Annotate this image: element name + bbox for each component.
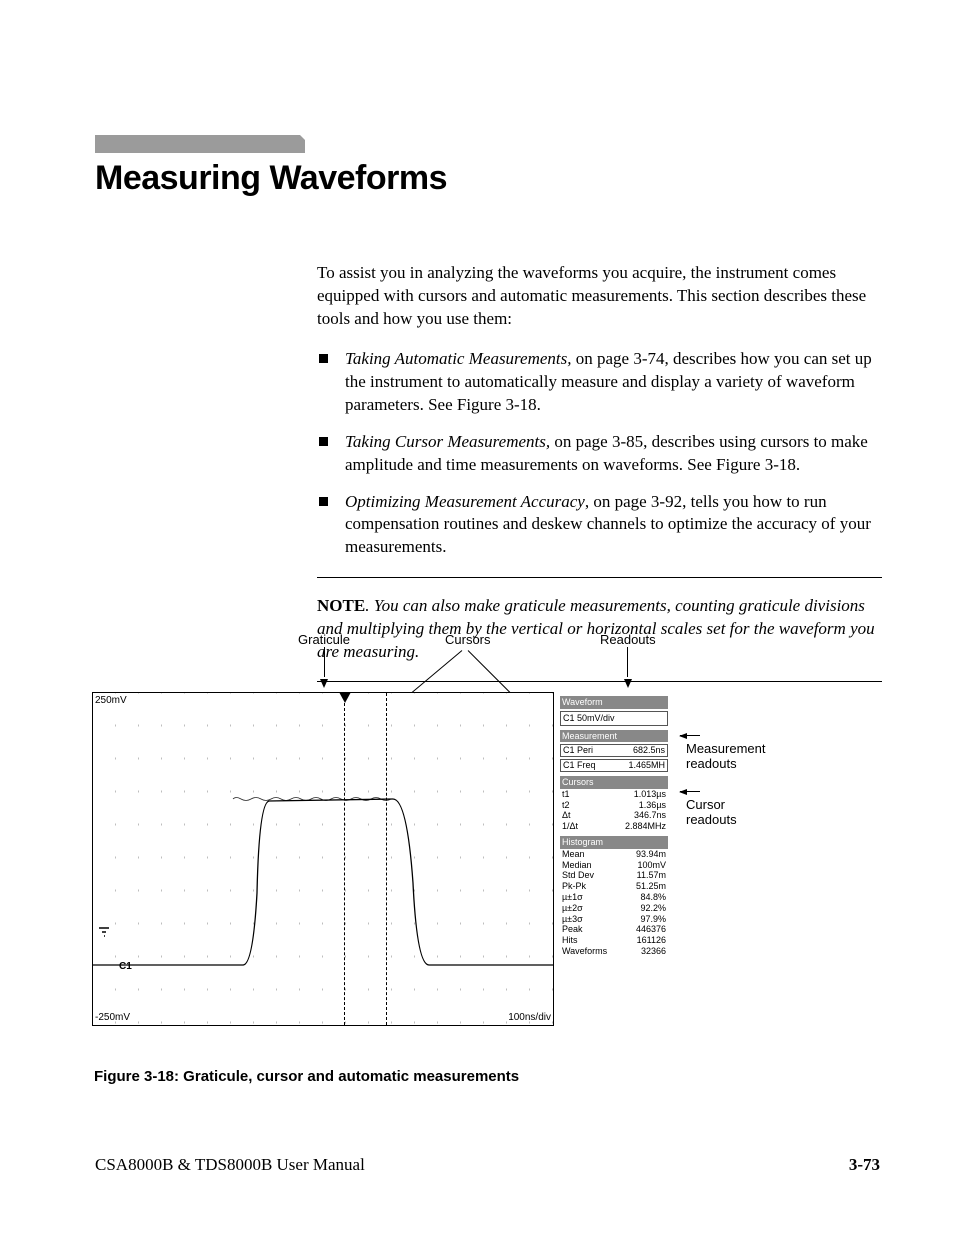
readout-row: 1/Δt2.884MHz <box>560 821 668 832</box>
readout-row: Waveforms32366 <box>560 946 668 957</box>
readout-row: C1 Freq1.465MH <box>560 759 668 772</box>
callout-measurement: Measurement readouts <box>686 742 765 772</box>
readout-row: µ±1σ84.8% <box>560 892 668 903</box>
readout-row: Std Dev11.57m <box>560 870 668 881</box>
readout-row: µ±2σ92.2% <box>560 903 668 914</box>
footer-page-number: 3-73 <box>849 1155 880 1175</box>
figure-caption: Figure 3-18: Graticule, cursor and autom… <box>94 1068 519 1085</box>
note-rule-top <box>317 577 882 578</box>
arrow-down-icon <box>624 679 632 688</box>
readout-header-histogram: Histogram <box>560 836 668 849</box>
readout-row: t11.013µs <box>560 789 668 800</box>
arrow-left-icon <box>680 735 700 736</box>
arrow-left-icon <box>680 791 700 792</box>
label-graticule: Graticule <box>298 632 350 647</box>
readout-row: Peak446376 <box>560 924 668 935</box>
readout-row: Mean93.94m <box>560 849 668 860</box>
bullet-item: Optimizing Measurement Accuracy, on page… <box>317 491 882 560</box>
bullet-item: Taking Automatic Measurements, on page 3… <box>317 348 882 417</box>
note-label: NOTE <box>317 596 365 615</box>
label-readouts: Readouts <box>600 632 656 647</box>
readout-row: µ±3σ97.9% <box>560 914 668 925</box>
page-footer: CSA8000B & TDS8000B User Manual 3-73 <box>95 1155 880 1175</box>
bullet-em: Taking Cursor Measurements, <box>345 432 550 451</box>
readout-header-waveform: Waveform <box>560 696 668 709</box>
intro-paragraph: To assist you in analyzing the waveforms… <box>317 262 882 331</box>
oscilloscope-graticule: 250mV -250mV 100ns/div C1 <box>92 692 554 1026</box>
bullet-em: Taking Automatic Measurements, <box>345 349 572 368</box>
page-title: Measuring Waveforms <box>95 159 882 198</box>
readout-row: C1 Peri682.5ns <box>560 744 668 757</box>
readout-header-cursors: Cursors <box>560 776 668 789</box>
bullet-list: Taking Automatic Measurements, on page 3… <box>317 348 882 560</box>
bullet-item: Taking Cursor Measurements, on page 3-85… <box>317 431 882 477</box>
arrow-down-icon <box>320 679 328 688</box>
readout-row: Pk-Pk51.25m <box>560 881 668 892</box>
waveform-trace <box>93 693 553 1025</box>
readout-row: C1 50mV/div <box>560 711 668 726</box>
header-rule <box>95 135 880 153</box>
readout-row: Δt346.7ns <box>560 810 668 821</box>
readout-row: Median100mV <box>560 860 668 871</box>
readout-row: t21.36µs <box>560 800 668 811</box>
figure-3-18: Graticule Cursors Readouts 250mV -250mV <box>80 632 780 1026</box>
readout-header-measurement: Measurement <box>560 730 668 743</box>
label-cursors: Cursors <box>445 632 491 647</box>
readout-row: Hits161126 <box>560 935 668 946</box>
bullet-em: Optimizing Measurement Accuracy <box>345 492 585 511</box>
footer-left: CSA8000B & TDS8000B User Manual <box>95 1155 365 1175</box>
readout-panel: Waveform C1 50mV/div Measurement C1 Peri… <box>560 692 668 957</box>
callout-cursor: Cursor readouts <box>686 798 737 828</box>
